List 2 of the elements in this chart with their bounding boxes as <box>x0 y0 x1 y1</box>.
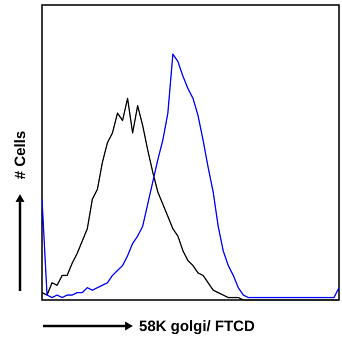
y-axis-title: # Cells <box>12 130 29 180</box>
x-axis-title: 58K golgi/ FTCD <box>139 318 255 335</box>
